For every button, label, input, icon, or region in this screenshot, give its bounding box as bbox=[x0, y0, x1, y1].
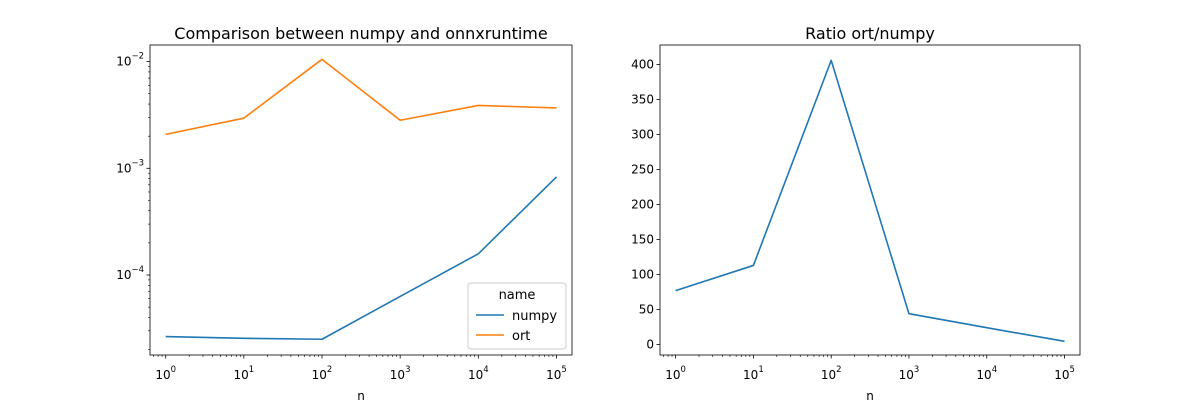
series-line-numpy bbox=[165, 176, 558, 341]
x-tick-label-base: 10 bbox=[546, 368, 561, 382]
chart-title: Comparison between numpy and onnxruntime bbox=[174, 24, 547, 43]
legend: name numpy ort bbox=[467, 282, 567, 350]
x-tick-label: 102 bbox=[821, 365, 842, 382]
x-tick-label: 105 bbox=[546, 365, 567, 382]
x-tick-label-base: 10 bbox=[390, 368, 405, 382]
y-tick-label: 50 bbox=[639, 303, 654, 317]
x-tick-label-base: 10 bbox=[312, 368, 327, 382]
x-tick-label: 104 bbox=[976, 365, 997, 382]
x-tick-label-base: 10 bbox=[468, 368, 483, 382]
x-tick-label-exponent: 0 bbox=[681, 365, 686, 375]
y-tick-label: 0 bbox=[646, 338, 654, 352]
y-tick-label: 10−2 bbox=[116, 52, 144, 69]
x-tick-label-exponent: 3 bbox=[405, 365, 410, 375]
x-tick-label-base: 10 bbox=[743, 368, 758, 382]
x-tick-label-exponent: 1 bbox=[758, 365, 763, 375]
axes-frame bbox=[149, 44, 573, 356]
x-tick-label-base: 10 bbox=[899, 368, 914, 382]
x-tick-label: 103 bbox=[390, 365, 411, 382]
legend-title: name bbox=[499, 288, 536, 303]
x-tick-label: 101 bbox=[743, 365, 764, 382]
y-tick-label-base: 10 bbox=[116, 161, 131, 175]
y-tick-label: 200 bbox=[631, 198, 654, 212]
y-tick-label-base: 10 bbox=[116, 268, 131, 282]
y-tick-label: 250 bbox=[631, 163, 654, 177]
series-line bbox=[675, 59, 1065, 343]
x-tick-label: 100 bbox=[155, 365, 176, 382]
legend-box bbox=[467, 282, 567, 350]
x-tick-label-base: 10 bbox=[976, 368, 991, 382]
y-tick-label: 10−4 bbox=[116, 265, 144, 282]
x-tick-label-exponent: 3 bbox=[914, 365, 919, 375]
x-tick-label: 105 bbox=[1054, 365, 1075, 382]
x-tick-label: 104 bbox=[468, 365, 489, 382]
x-tick-label: 103 bbox=[899, 365, 920, 382]
x-tick-label-base: 10 bbox=[821, 368, 836, 382]
x-tick-label-base: 10 bbox=[155, 368, 170, 382]
y-tick-label: 350 bbox=[631, 93, 654, 107]
chart-ratio: 100 101 102 103 104 1050501001502002503003504… bbox=[631, 24, 1081, 400]
x-tick-label-exponent: 0 bbox=[171, 365, 176, 375]
x-axis-label: n bbox=[866, 389, 874, 400]
x-tick-label-base: 10 bbox=[233, 368, 248, 382]
x-tick-label-exponent: 4 bbox=[992, 365, 997, 375]
x-tick-label-exponent: 5 bbox=[1069, 365, 1074, 375]
chart-comparison: 100 101 102 103 104 10510−410−310−2Comparison… bbox=[116, 24, 573, 400]
chart-title: Ratio ort/numpy bbox=[805, 24, 935, 43]
axes-frame bbox=[659, 44, 1081, 356]
x-tick-label-base: 10 bbox=[1054, 368, 1069, 382]
y-tick-label: 150 bbox=[631, 233, 654, 247]
y-tick-label-exponent: −4 bbox=[131, 265, 144, 275]
x-tick-label-exponent: 1 bbox=[249, 365, 254, 375]
y-tick-label-exponent: −2 bbox=[131, 52, 144, 62]
x-tick-label-exponent: 2 bbox=[327, 365, 332, 375]
legend-entry-numpy: numpy bbox=[512, 309, 557, 324]
x-tick-label: 100 bbox=[665, 365, 686, 382]
y-tick-label-exponent: −3 bbox=[131, 158, 144, 168]
x-tick-label-exponent: 5 bbox=[561, 365, 566, 375]
y-tick-label: 100 bbox=[631, 268, 654, 282]
x-tick-label-exponent: 4 bbox=[483, 365, 488, 375]
legend-entry-ort: ort bbox=[512, 329, 530, 344]
x-tick-label-exponent: 2 bbox=[836, 365, 841, 375]
x-axis-label: n bbox=[357, 389, 365, 400]
x-tick-label-base: 10 bbox=[665, 368, 680, 382]
x-tick-label: 102 bbox=[312, 365, 333, 382]
x-tick-label: 101 bbox=[233, 365, 254, 382]
y-tick-label: 400 bbox=[631, 58, 654, 72]
y-tick-label: 300 bbox=[631, 128, 654, 142]
y-tick-label-base: 10 bbox=[116, 55, 131, 69]
y-tick-label: 10−3 bbox=[116, 158, 144, 175]
series-line-ort bbox=[165, 58, 557, 136]
